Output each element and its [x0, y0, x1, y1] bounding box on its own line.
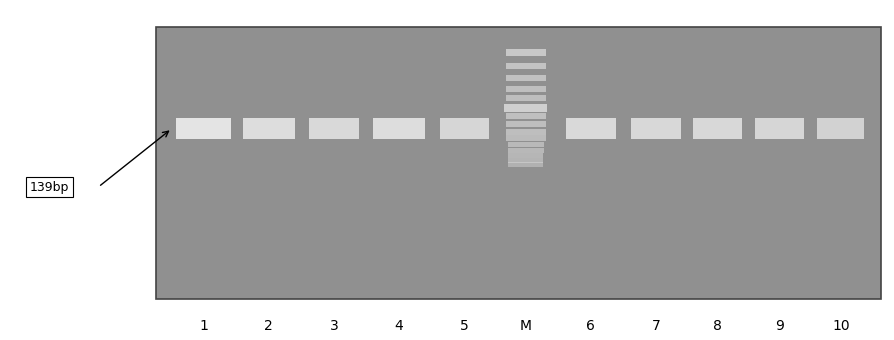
Text: 7: 7	[652, 319, 661, 334]
Text: 5: 5	[460, 319, 468, 334]
Bar	[566, 118, 616, 139]
Bar	[440, 118, 489, 139]
Text: 10: 10	[832, 319, 849, 334]
Bar	[242, 118, 295, 139]
Bar	[509, 158, 544, 163]
Bar	[506, 113, 545, 119]
Text: 9: 9	[775, 319, 784, 334]
Text: 6: 6	[586, 319, 595, 334]
Bar	[817, 118, 864, 139]
Bar	[509, 153, 544, 158]
Text: 8: 8	[713, 319, 722, 334]
Text: 2: 2	[265, 319, 273, 334]
Bar	[693, 118, 742, 139]
Bar	[508, 148, 544, 153]
Bar	[755, 118, 804, 139]
Bar	[506, 129, 545, 135]
Bar	[506, 63, 545, 69]
Text: M: M	[519, 319, 532, 334]
Bar	[506, 95, 545, 101]
Bar	[373, 118, 426, 139]
Bar	[156, 27, 881, 299]
Bar	[506, 135, 545, 141]
Bar	[506, 121, 545, 127]
Bar	[504, 104, 547, 112]
Bar	[176, 118, 231, 139]
Bar	[631, 118, 680, 139]
Text: 4: 4	[394, 319, 403, 334]
Bar	[506, 86, 545, 92]
Bar	[308, 118, 359, 139]
Bar	[508, 142, 544, 148]
Bar	[509, 162, 544, 167]
Text: 139bp: 139bp	[30, 181, 69, 193]
Text: 1: 1	[199, 319, 208, 334]
Bar	[506, 75, 545, 81]
Bar	[506, 49, 545, 56]
Text: 3: 3	[330, 319, 338, 334]
